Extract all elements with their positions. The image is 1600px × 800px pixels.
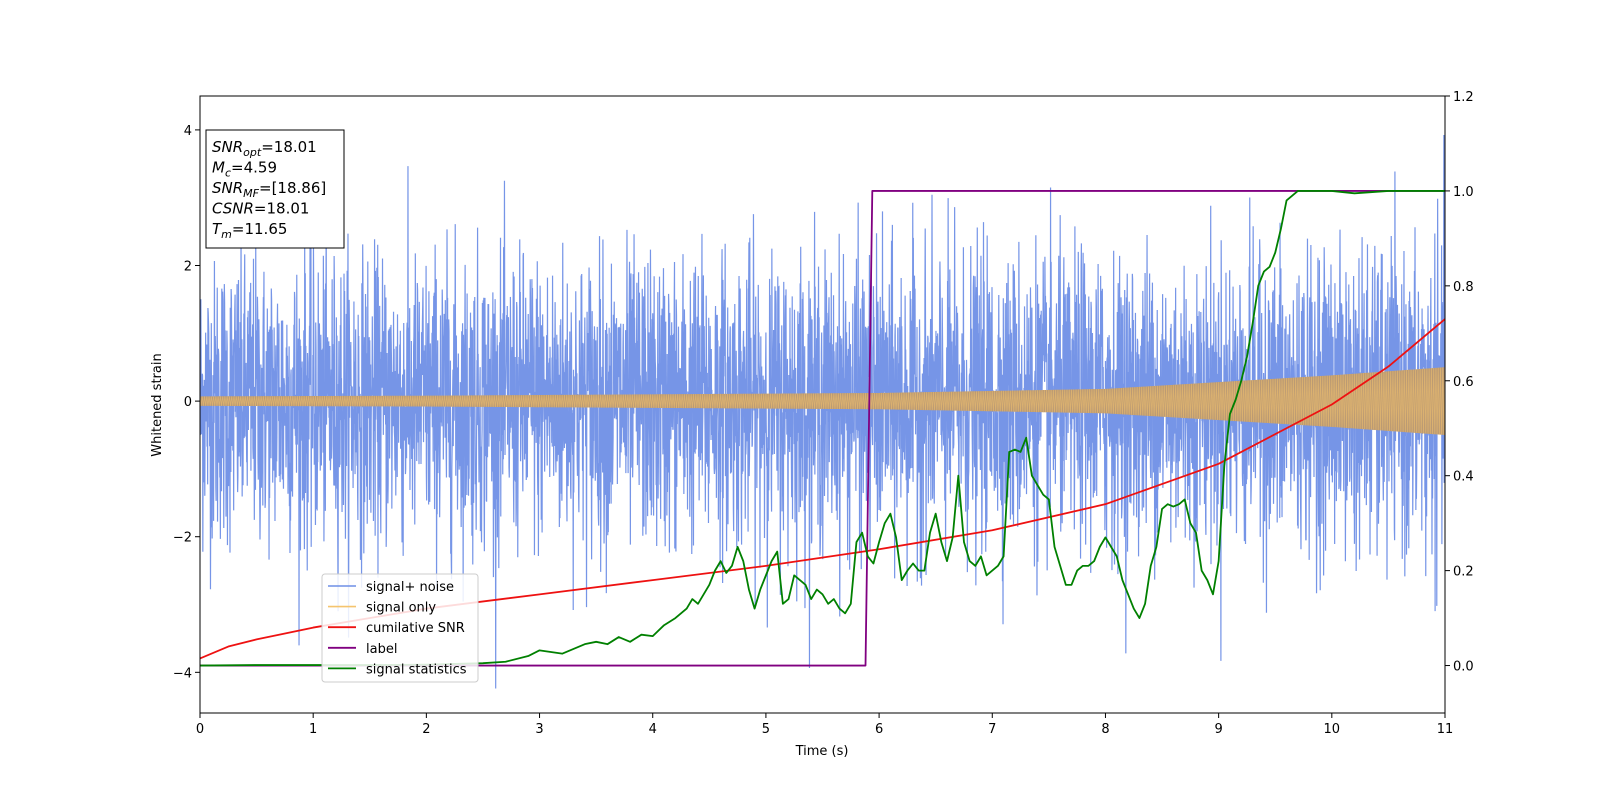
series-signal-only-oscillation	[200, 367, 1445, 435]
plot-frame	[199, 95, 1446, 714]
legend-label: signal+ noise	[366, 580, 454, 595]
annotation-frame	[205, 129, 345, 249]
y-left-tick-label: −2	[173, 531, 192, 546]
x-tick-label: 8	[1101, 722, 1109, 737]
y-left-tick-label: −4	[173, 666, 192, 681]
y-left-tick-label: 2	[184, 260, 192, 275]
x-tick-label: 3	[535, 722, 543, 737]
x-axis-label: Time (s)	[795, 744, 849, 759]
legend-frame	[321, 573, 479, 683]
x-tick-label: 11	[1437, 722, 1454, 737]
y-right-tick-label: 0.6	[1453, 375, 1474, 390]
series-signal-statistics	[200, 190, 1445, 667]
y-right-tick-label: 0.4	[1453, 470, 1474, 485]
annotation-line: CSNR=18.01	[212, 200, 309, 218]
y-right-tick-label: 1.2	[1453, 90, 1474, 105]
annotation-line: Mc=4.59	[212, 159, 277, 180]
x-tick-label: 10	[1324, 722, 1341, 737]
legend-signal-statistics: signal statistics	[328, 662, 467, 677]
annotation-line: SNRopt=18.01	[212, 138, 317, 159]
legend-label: label	[366, 642, 397, 657]
legend-label: signal only	[366, 601, 436, 616]
x-axis: 0 1 2 3 4 5 6 7 8 9 10 11	[196, 713, 1453, 737]
series-signal-only	[200, 367, 1445, 436]
legend: signal+ noise signal only cumilative SNR la…	[321, 573, 479, 683]
series-label	[200, 190, 1445, 667]
x-tick-label: 7	[988, 722, 996, 737]
y-right-tick-label: 0.2	[1453, 565, 1474, 580]
legend-label: signal statistics	[366, 662, 467, 677]
y-right-tick-label: 1.0	[1453, 185, 1474, 200]
y-axis-label: Whitened strain	[150, 353, 165, 456]
series-lines-layer	[200, 190, 1445, 667]
x-tick-label: 5	[762, 722, 770, 737]
y-axis-left: −4 −2 0 2 4	[173, 124, 200, 681]
y-left-tick-label: 4	[184, 124, 192, 139]
plot-area	[200, 134, 1445, 689]
signal-only-layer	[200, 367, 1445, 436]
y-left-tick-label: 0	[184, 395, 192, 410]
annotation-line: SNRMF=[18.86]	[212, 179, 326, 200]
legend-signal-noise: signal+ noise	[328, 580, 454, 595]
annotation-box: SNRopt=18.01Mc=4.59SNRMF=[18.86]CSNR=18.…	[205, 129, 345, 249]
x-tick-label: 1	[309, 722, 317, 737]
x-tick-label: 6	[875, 722, 883, 737]
y-axis-right: 0.0 0.2 0.4 0.6 0.8 1.0 1.2	[1445, 90, 1474, 675]
y-right-tick-label: 0.0	[1453, 660, 1474, 675]
annotation-line: Tm=11.65	[212, 220, 287, 241]
x-tick-label: 0	[196, 722, 204, 737]
legend-signal-only: signal only	[328, 601, 436, 616]
legend-label: cumilative SNR	[366, 621, 465, 636]
x-tick-label: 4	[649, 722, 657, 737]
series-cumulative-snr	[200, 318, 1445, 660]
legend-cumulative-snr: cumilative SNR	[328, 621, 465, 636]
y-right-tick-label: 0.8	[1453, 280, 1474, 295]
x-tick-label: 2	[422, 722, 430, 737]
x-tick-label: 9	[1214, 722, 1222, 737]
legend-label: label	[328, 642, 397, 657]
